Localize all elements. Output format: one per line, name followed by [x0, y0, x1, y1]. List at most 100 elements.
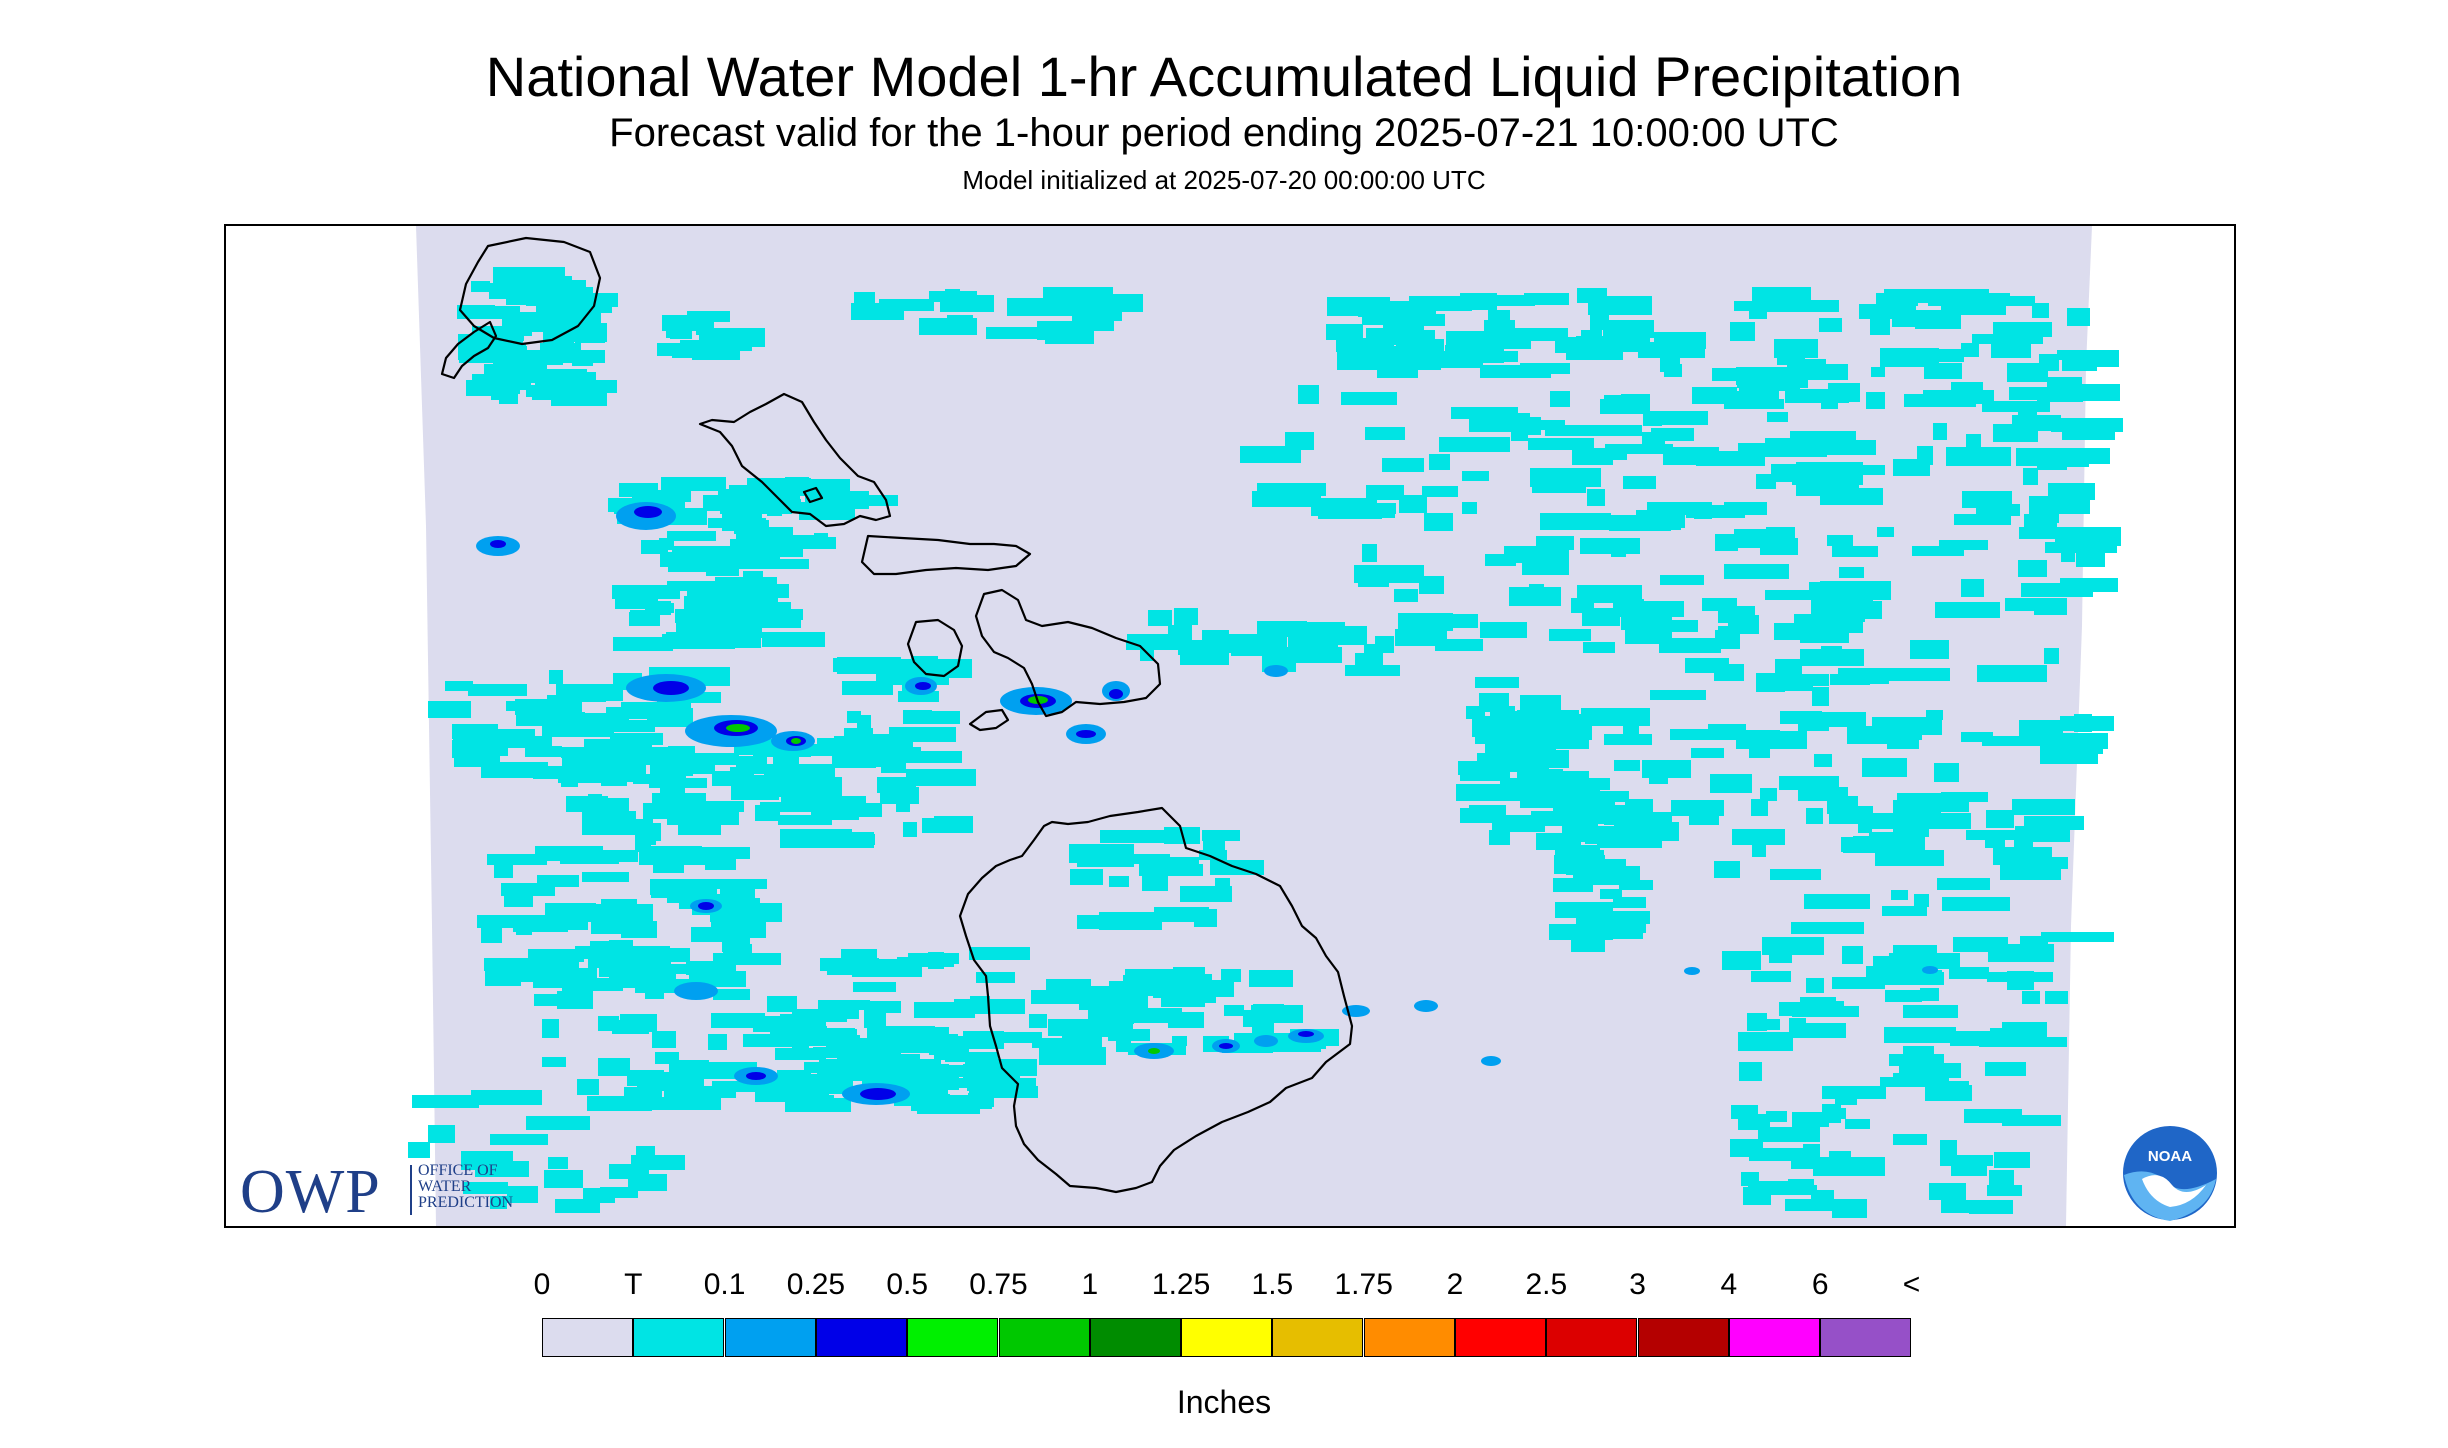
trace-precip-cell [2045, 542, 2117, 553]
trace-precip-cell [1600, 889, 1622, 899]
trace-precip-cell [1806, 808, 1823, 824]
legend-tick-label: 0.1 [703, 1268, 746, 1301]
trace-precip-cell [606, 908, 630, 920]
trace-precip-cell [713, 989, 750, 1000]
trace-precip-cell [2045, 991, 2068, 1004]
trace-precip-cell [561, 769, 578, 787]
trace-precip-cell [846, 658, 895, 671]
trace-precip-cell [641, 540, 668, 554]
trace-precip-cell [740, 602, 791, 621]
trace-precip-cell [1180, 886, 1232, 902]
trace-precip-cell [562, 686, 606, 702]
heavy-precip-core [915, 682, 931, 690]
trace-precip-cell [500, 732, 532, 744]
trace-precip-cell [582, 872, 629, 882]
trace-precip-cell [780, 1014, 826, 1028]
trace-precip-cell [1327, 297, 1390, 316]
trace-precip-cell [1501, 745, 1545, 757]
trace-precip-cell [1798, 787, 1848, 801]
trace-precip-cell [922, 818, 973, 833]
trace-precip-cell [516, 918, 532, 935]
trace-precip-cell [1032, 1038, 1076, 1048]
trace-precip-cell [1240, 446, 1301, 463]
trace-precip-cell [767, 996, 797, 1012]
trace-precip-cell [638, 955, 660, 966]
color-legend [542, 1318, 1912, 1360]
trace-precip-cell [711, 915, 733, 928]
trace-precip-cell [1572, 450, 1613, 465]
trace-precip-cell [1805, 364, 1848, 380]
legend-swatch [1820, 1318, 1912, 1357]
trace-precip-cell [1399, 495, 1427, 513]
trace-precip-cell [526, 385, 553, 397]
trace-precip-cell [1282, 647, 1342, 663]
trace-precip-cell [1809, 582, 1852, 596]
trace-precip-cell [1573, 866, 1640, 885]
trace-precip-cell [1985, 837, 2005, 848]
trace-precip-cell [1884, 1027, 1956, 1043]
trace-precip-cell [494, 865, 513, 878]
legend-tick-label: T [624, 1268, 643, 1301]
peak-precip-core [1148, 1048, 1160, 1054]
trace-precip-cell [1604, 814, 1641, 825]
trace-precip-cell [722, 938, 750, 952]
trace-precip-cell [463, 1182, 508, 1194]
heavy-precip-core [653, 681, 689, 695]
trace-precip-cell [770, 1026, 827, 1039]
trace-precip-cell [1791, 1023, 1846, 1038]
trace-precip-cell [1571, 934, 1605, 952]
trace-precip-cell [1116, 1037, 1131, 1052]
legend-tick-label: 0.75 [969, 1268, 1028, 1301]
trace-precip-cell [445, 681, 473, 691]
legend-swatch [1546, 1318, 1638, 1357]
trace-precip-cell [2024, 816, 2084, 830]
trace-precip-cell [1800, 649, 1864, 666]
trace-precip-cell [1446, 331, 1483, 349]
trace-precip-cell [1532, 482, 1586, 493]
trace-precip-cell [1623, 476, 1656, 489]
trace-precip-cell [914, 1086, 937, 1099]
legend-units: Inches [1176, 1384, 1272, 1420]
legend-swatch [542, 1318, 633, 1357]
trace-precip-cell [1031, 990, 1080, 1004]
trace-precip-cell [1251, 1005, 1303, 1023]
trace-precip-cell [2016, 1037, 2067, 1047]
legend-tick-label: 1.5 [1251, 1268, 1294, 1301]
trace-precip-cell [1571, 598, 1594, 613]
trace-precip-cell [633, 774, 686, 784]
trace-precip-cell [624, 754, 639, 765]
trace-precip-cell [1576, 917, 1646, 933]
trace-precip-cell [1834, 465, 1885, 475]
trace-precip-cell [662, 634, 680, 645]
trace-precip-cell [540, 343, 581, 356]
trace-precip-cell [876, 1036, 930, 1053]
trace-precip-cell [1172, 1036, 1187, 1046]
trace-precip-cell [1596, 791, 1629, 802]
map-subtitle: Forecast valid for the 1-hour period end… [609, 111, 1839, 155]
trace-precip-cell [1650, 690, 1706, 700]
trace-precip-cell [1893, 1134, 1927, 1145]
trace-precip-cell [1791, 922, 1864, 934]
trace-precip-cell [809, 1095, 834, 1106]
trace-precip-cell [1982, 736, 2050, 746]
trace-precip-cell [763, 547, 803, 557]
trace-precip-cell [1577, 288, 1607, 303]
trace-precip-cell [1724, 502, 1767, 515]
molokai-coastline [860, 534, 1032, 576]
trace-precip-cell [1489, 830, 1510, 845]
trace-precip-cell [620, 1014, 657, 1032]
trace-precip-cell [1654, 332, 1706, 349]
trace-precip-cell [1148, 610, 1172, 626]
trace-precip-cell [903, 822, 917, 837]
trace-precip-cell [703, 604, 739, 618]
trace-precip-cell [1714, 861, 1740, 878]
trace-precip-cell [1885, 990, 1922, 1002]
trace-precip-cell [487, 854, 547, 865]
trace-precip-cell [1553, 800, 1615, 815]
trace-precip-cell [1872, 717, 1942, 735]
trace-precip-cell [1527, 711, 1546, 727]
trace-precip-cell [1804, 894, 1870, 909]
legend-tick-label: 0 [533, 1268, 551, 1301]
trace-precip-cell [585, 764, 601, 783]
trace-precip-cell [1749, 1148, 1819, 1161]
